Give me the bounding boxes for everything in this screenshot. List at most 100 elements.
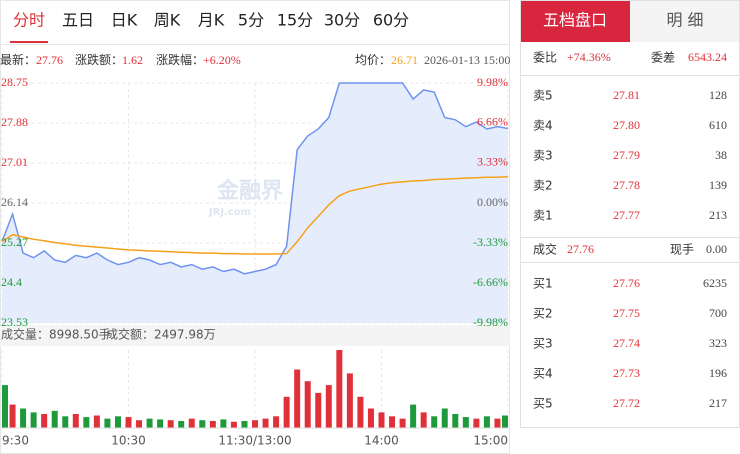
volume-bar bbox=[93, 415, 100, 428]
tab[interactable]: 明 细 bbox=[666, 11, 703, 30]
tab-active-bg[interactable] bbox=[521, 1, 630, 42]
info-latest-label: 最新： bbox=[0, 52, 36, 67]
volume-bar bbox=[273, 416, 280, 428]
volume-bar bbox=[252, 420, 258, 428]
y2-tick-label: 0.00% bbox=[477, 195, 508, 209]
volume-bar bbox=[146, 418, 153, 428]
book-label: 卖4 bbox=[533, 119, 553, 133]
y2-tick-label: -6.66% bbox=[473, 275, 508, 289]
volume-bar bbox=[304, 381, 311, 428]
volume-bar bbox=[502, 415, 508, 428]
book-volume: 323 bbox=[709, 336, 727, 350]
tab[interactable]: 60分 bbox=[373, 11, 409, 30]
diff: 6543.24 bbox=[688, 50, 727, 64]
book-price: 27.78 bbox=[613, 178, 640, 192]
volume-bar bbox=[283, 396, 290, 428]
tab-bg[interactable] bbox=[630, 1, 739, 42]
volume-bar bbox=[125, 417, 132, 428]
hand-label: 现手 bbox=[670, 243, 694, 257]
y2-tick-label: 3.33% bbox=[477, 155, 508, 169]
tab[interactable]: 日K bbox=[111, 11, 138, 30]
book-price: 27.81 bbox=[613, 88, 640, 102]
book-volume: 139 bbox=[709, 178, 727, 192]
volume-bar bbox=[315, 392, 322, 428]
book-volume: 217 bbox=[709, 396, 727, 410]
volume-bar bbox=[2, 385, 8, 428]
book-volume: 196 bbox=[709, 366, 727, 380]
book-price: 27.73 bbox=[613, 366, 640, 380]
book-label: 买4 bbox=[533, 367, 553, 381]
volume-bar bbox=[136, 420, 143, 428]
volume-bar bbox=[104, 418, 111, 428]
volume-bar bbox=[325, 385, 332, 428]
book-price: 27.80 bbox=[613, 118, 640, 132]
volume-bar bbox=[62, 416, 69, 428]
book-price: 27.75 bbox=[613, 306, 640, 320]
x-tick-label: 11:30/13:00 bbox=[218, 434, 291, 448]
watermark: 金融界 bbox=[216, 178, 283, 204]
volume-bar bbox=[346, 373, 353, 428]
volume-bar bbox=[441, 408, 448, 428]
y2-tick-label: -9.98% bbox=[473, 315, 508, 329]
book-label: 卖1 bbox=[533, 209, 553, 223]
book-price: 27.76 bbox=[613, 276, 640, 290]
volume-bar bbox=[157, 419, 164, 428]
tab-active[interactable]: 五档盘口 bbox=[543, 11, 607, 30]
y2-tick-label: -3.33% bbox=[473, 235, 508, 249]
volume-bar bbox=[452, 413, 459, 428]
volume-bar bbox=[9, 404, 16, 428]
y-tick-label: 27.01 bbox=[1, 155, 28, 169]
info-change: 1.62 bbox=[122, 53, 143, 67]
tab[interactable]: 五日 bbox=[62, 11, 94, 30]
volume-bar bbox=[336, 350, 343, 428]
volume-bar bbox=[420, 412, 427, 428]
volume-bar bbox=[294, 369, 301, 428]
volume-bar bbox=[389, 416, 396, 428]
tab[interactable]: 5分 bbox=[238, 11, 264, 30]
volume-bar bbox=[51, 410, 58, 428]
volume-bar bbox=[83, 417, 90, 428]
book-volume: 213 bbox=[709, 208, 727, 222]
price-line bbox=[1, 82, 509, 275]
ratio-label: 委比 bbox=[533, 51, 557, 65]
info-avg: 26.71 bbox=[391, 53, 418, 67]
info-pct: +6.20% bbox=[203, 53, 241, 67]
y-tick-label: 28.75 bbox=[1, 75, 28, 89]
volume-bar bbox=[241, 420, 248, 428]
volume-text: 成交量：8998.50手 bbox=[1, 327, 111, 342]
book-volume: 700 bbox=[709, 306, 727, 320]
volume-header bbox=[0, 325, 510, 346]
info-time: 2026-01-13 15:00 bbox=[424, 53, 510, 67]
book-label: 买5 bbox=[533, 397, 553, 411]
tab[interactable]: 月K bbox=[198, 11, 225, 30]
volume-bar bbox=[114, 416, 121, 428]
info-pct-label: 涨跌幅： bbox=[156, 52, 204, 67]
y-tick-label: 27.88 bbox=[1, 115, 28, 129]
info-avg-label: 均价： bbox=[355, 53, 391, 67]
book-label: 买1 bbox=[533, 277, 553, 291]
x-tick-label: 15:00 bbox=[473, 434, 508, 448]
volume-bar bbox=[188, 418, 195, 428]
info-latest: 27.76 bbox=[36, 53, 63, 67]
volume-bar bbox=[483, 416, 490, 428]
book-price: 27.79 bbox=[613, 148, 640, 162]
average-line bbox=[1, 176, 509, 255]
volume-bar bbox=[41, 413, 48, 428]
volume-bar bbox=[30, 412, 37, 428]
tab[interactable]: 30分 bbox=[324, 11, 360, 30]
tab[interactable]: 分时 bbox=[13, 11, 45, 30]
volume-bar bbox=[199, 420, 206, 428]
info-change-label: 涨跌额： bbox=[75, 52, 123, 67]
tab[interactable]: 15分 bbox=[277, 11, 313, 30]
tab[interactable]: 周K bbox=[154, 11, 181, 30]
watermark-sub: JRJ.com bbox=[208, 207, 251, 218]
volume-bar bbox=[167, 420, 174, 428]
volume-bar bbox=[178, 420, 185, 428]
hand: 0.00 bbox=[706, 242, 727, 256]
y2-tick-label: 6.66% bbox=[477, 115, 508, 129]
volume-bar bbox=[230, 421, 237, 428]
right-panel bbox=[520, 0, 740, 428]
volume-bar bbox=[262, 418, 269, 428]
y-tick-label: 23.53 bbox=[1, 315, 28, 329]
